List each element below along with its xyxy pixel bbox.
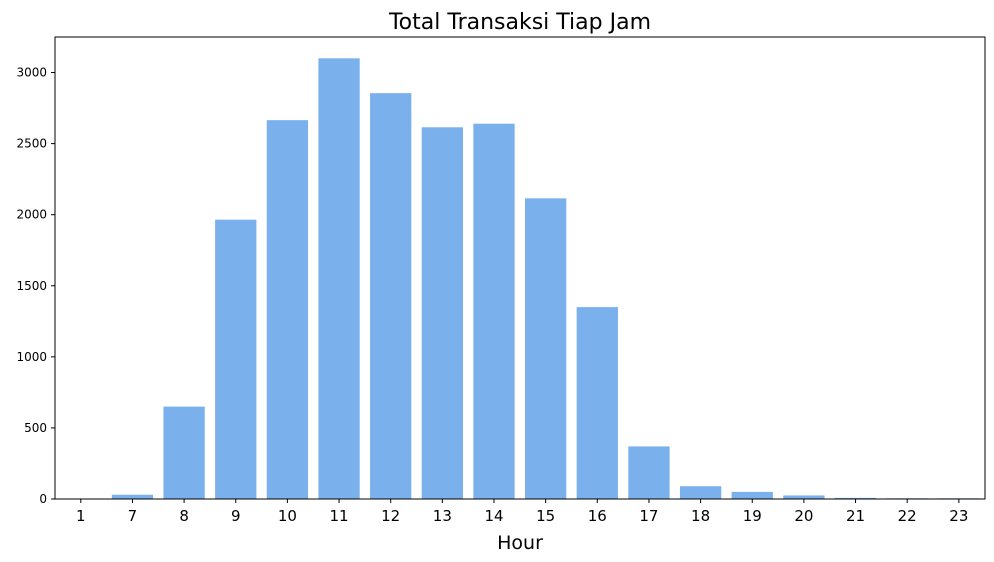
x-tick-label: 17	[639, 507, 658, 525]
plot-frame	[54, 36, 986, 500]
x-tick-label: 14	[484, 507, 503, 525]
y-tick-label: 1000	[16, 350, 47, 364]
y-tick-label: 1500	[16, 279, 47, 293]
bar-hour-15	[525, 198, 567, 499]
x-tick-label: 7	[128, 507, 138, 525]
x-tick-label: 22	[898, 507, 917, 525]
x-tick-label: 12	[381, 507, 400, 525]
bar-hour-18	[679, 486, 722, 499]
y-tick-label: 2000	[16, 208, 47, 222]
x-tick-label: 11	[330, 507, 349, 525]
x-tick-label: 9	[231, 507, 241, 525]
bar-hour-20	[783, 495, 825, 499]
x-tick-label: 1	[76, 507, 86, 525]
bars-group	[60, 58, 980, 500]
bar-hour-8	[163, 406, 205, 499]
chart-title: Total Transaksi Tiap Jam	[388, 10, 651, 35]
bar-hour-10	[266, 120, 309, 499]
y-tick-label: 2500	[16, 137, 47, 151]
x-tick-label: 10	[278, 507, 297, 525]
x-axis-label: Hour	[497, 532, 543, 554]
bar-hour-19	[731, 491, 773, 499]
bar-hour-17	[628, 446, 670, 499]
bar-hour-14	[473, 123, 515, 500]
y-axis: 0 500 1000 1500 2000 2500 3000	[16, 66, 55, 506]
x-tick-label: 13	[433, 507, 452, 525]
x-tick-label: 23	[949, 507, 968, 525]
x-tick-label: 20	[794, 507, 813, 525]
x-axis: 1 7 8 9 10 11 12 13 14 15 16 17 18 19 20 21 22 23	[76, 499, 968, 525]
bar-hour-13	[421, 127, 463, 500]
bar-hour-21	[834, 497, 877, 499]
bar-hour-11	[318, 58, 360, 499]
x-tick-label: 15	[536, 507, 555, 525]
bar-hour-9	[215, 219, 257, 500]
bar-hour-12	[370, 93, 412, 500]
x-tick-label: 18	[691, 507, 710, 525]
x-tick-label: 19	[743, 507, 762, 525]
x-tick-label: 16	[588, 507, 607, 525]
bar-hour-16	[576, 307, 618, 499]
x-tick-label: 21	[846, 507, 865, 525]
bar-hour-7	[111, 494, 154, 499]
y-tick-label: 3000	[16, 66, 47, 80]
y-tick-label: 500	[24, 421, 47, 435]
y-tick-label: 0	[39, 492, 47, 506]
x-tick-label: 8	[179, 507, 189, 525]
